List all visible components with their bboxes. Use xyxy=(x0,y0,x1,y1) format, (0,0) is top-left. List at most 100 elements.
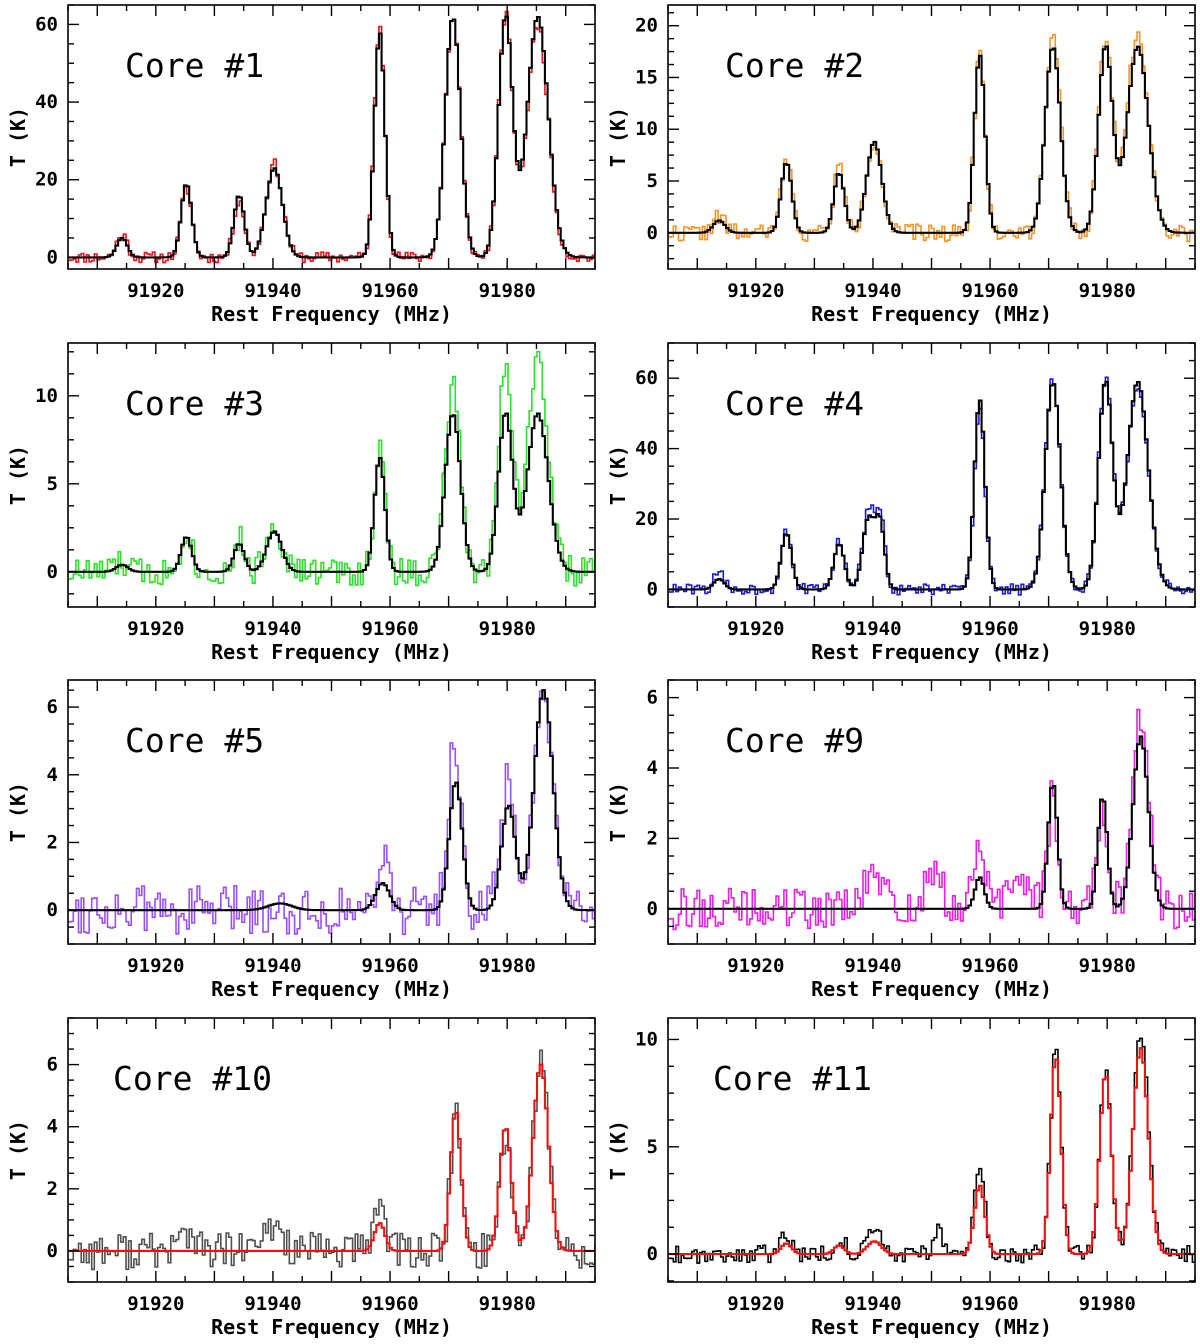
x-tick-label: 91960 xyxy=(961,618,1018,640)
x-tick-label: 91940 xyxy=(844,280,901,302)
y-tick-label: 0 xyxy=(47,246,58,268)
x-tick-label: 91960 xyxy=(361,955,418,977)
x-tick-label: 91940 xyxy=(844,618,901,640)
x-tick-label: 91980 xyxy=(1079,955,1136,977)
y-tick-label: 10 xyxy=(35,385,58,407)
x-tick-label: 91920 xyxy=(127,955,184,977)
x-tick-label: 91920 xyxy=(727,280,784,302)
x-tick-label: 91960 xyxy=(961,280,1018,302)
x-tick-label: 91940 xyxy=(244,955,301,977)
series-model-line xyxy=(68,15,595,259)
y-tick-label: 15 xyxy=(635,66,658,88)
y-axis-title: T (K) xyxy=(606,782,630,842)
y-tick-label: 0 xyxy=(47,899,58,921)
x-tick-label: 91980 xyxy=(479,618,536,640)
x-axis-title: Rest Frequency (MHz) xyxy=(811,1315,1052,1339)
y-tick-label: 2 xyxy=(47,831,58,853)
y-tick-label: 4 xyxy=(47,1116,58,1138)
x-axis-title: Rest Frequency (MHz) xyxy=(811,302,1052,326)
panel-core-2: 91920 91940 91960 91980 0 5 10 15 20 Rest Frequen… xyxy=(606,4,1196,326)
y-tick-label: 2 xyxy=(47,1178,58,1200)
panel-core-10: 91920 91940 91960 91980 0 2 4 6 Rest Frequency (… xyxy=(6,1017,596,1339)
plot-frame xyxy=(67,1017,596,1283)
x-tick-label: 91940 xyxy=(844,1293,901,1315)
y-tick-label: 10 xyxy=(635,118,658,140)
panel-title: Core #10 xyxy=(113,1059,272,1098)
y-tick-label: 20 xyxy=(635,15,658,37)
panel-title: Core #9 xyxy=(725,721,864,760)
x-tick-label: 91920 xyxy=(727,955,784,977)
panel-title: Core #1 xyxy=(125,46,264,85)
y-tick-label: 10 xyxy=(635,1028,658,1050)
panel-title: Core #5 xyxy=(125,721,264,760)
x-axis-title: Rest Frequency (MHz) xyxy=(211,640,452,664)
y-tick-label: 6 xyxy=(47,1054,58,1076)
x-axis-title: Rest Frequency (MHz) xyxy=(211,1315,452,1339)
y-tick-label: 2 xyxy=(647,827,658,849)
y-tick-label: 0 xyxy=(647,578,658,600)
panel-title: Core #3 xyxy=(125,384,264,423)
panel-core-9: 91920 91940 91960 91980 0 2 4 6 Rest Frequency (… xyxy=(606,679,1196,1001)
y-axis-title: T (K) xyxy=(6,1120,30,1180)
y-tick-label: 0 xyxy=(47,1240,58,1262)
x-tick-label: 91960 xyxy=(361,1293,418,1315)
x-tick-label: 91960 xyxy=(961,955,1018,977)
y-tick-label: 20 xyxy=(635,508,658,530)
panel-title: Core #4 xyxy=(725,384,864,423)
y-axis-title: T (K) xyxy=(606,107,630,167)
y-tick-label: 40 xyxy=(635,438,658,460)
x-tick-label: 91940 xyxy=(244,1293,301,1315)
series-model-line xyxy=(68,689,595,912)
x-tick-label: 91940 xyxy=(244,280,301,302)
x-tick-label: 91960 xyxy=(361,618,418,640)
x-tick-label: 91980 xyxy=(1079,1293,1136,1315)
y-axis-title: T (K) xyxy=(606,445,630,505)
x-tick-label: 91920 xyxy=(727,618,784,640)
y-tick-label: 60 xyxy=(635,367,658,389)
x-tick-label: 91960 xyxy=(961,1293,1018,1315)
x-tick-label: 91920 xyxy=(127,1293,184,1315)
x-tick-label: 91940 xyxy=(844,955,901,977)
series-observed-line xyxy=(68,350,595,587)
y-tick-label: 5 xyxy=(647,1136,658,1158)
y-tick-label: 0 xyxy=(647,1243,658,1265)
x-axis-title: Rest Frequency (MHz) xyxy=(211,302,452,326)
y-axis-title: T (K) xyxy=(606,1120,630,1180)
y-axis-title: T (K) xyxy=(6,782,30,842)
panel-core-4: 91920 91940 91960 91980 0 20 40 60 Rest Frequenc… xyxy=(606,342,1196,664)
panel-core-1: 91920 91940 91960 91980 0 20 40 60 Rest Frequenc… xyxy=(6,4,596,326)
y-tick-label: 5 xyxy=(47,473,58,495)
y-tick-label: 60 xyxy=(35,13,58,35)
y-tick-label: 4 xyxy=(647,757,658,779)
x-tick-label: 91980 xyxy=(479,955,536,977)
x-axis-title: Rest Frequency (MHz) xyxy=(811,977,1052,1001)
series-model-line xyxy=(668,45,1195,234)
y-tick-label: 0 xyxy=(647,898,658,920)
y-tick-label: 0 xyxy=(647,222,658,244)
y-tick-label: 20 xyxy=(35,169,58,191)
series-model-line xyxy=(668,735,1195,910)
x-tick-label: 91920 xyxy=(127,618,184,640)
panel-title: Core #2 xyxy=(725,46,864,85)
y-tick-label: 0 xyxy=(47,561,58,583)
panel-core-3: 91920 91940 91960 91980 0 5 10 Rest Frequency (… xyxy=(6,342,596,664)
x-axis-title: Rest Frequency (MHz) xyxy=(811,640,1052,664)
y-tick-label: 5 xyxy=(647,170,658,192)
series-model-line xyxy=(668,1047,1195,1256)
series-observed-line xyxy=(68,690,595,936)
x-axis-title: Rest Frequency (MHz) xyxy=(211,977,452,1001)
x-tick-label: 91940 xyxy=(244,618,301,640)
x-tick-label: 91980 xyxy=(479,280,536,302)
x-tick-label: 91960 xyxy=(361,280,418,302)
panel-core-11: 91920 91940 91960 91980 0 5 10 Rest Frequency (… xyxy=(606,1017,1196,1339)
x-tick-label: 91980 xyxy=(479,1293,536,1315)
series-model-line xyxy=(68,1063,595,1252)
y-axis-title: T (K) xyxy=(6,445,30,505)
panel-title: Core #11 xyxy=(713,1059,872,1098)
x-tick-label: 91920 xyxy=(727,1293,784,1315)
y-tick-label: 4 xyxy=(47,764,58,786)
panel-core-5: 91920 91940 91960 91980 0 2 4 6 Rest Frequency (… xyxy=(6,679,596,1001)
series-model-line xyxy=(68,412,595,573)
y-tick-label: 6 xyxy=(647,687,658,709)
